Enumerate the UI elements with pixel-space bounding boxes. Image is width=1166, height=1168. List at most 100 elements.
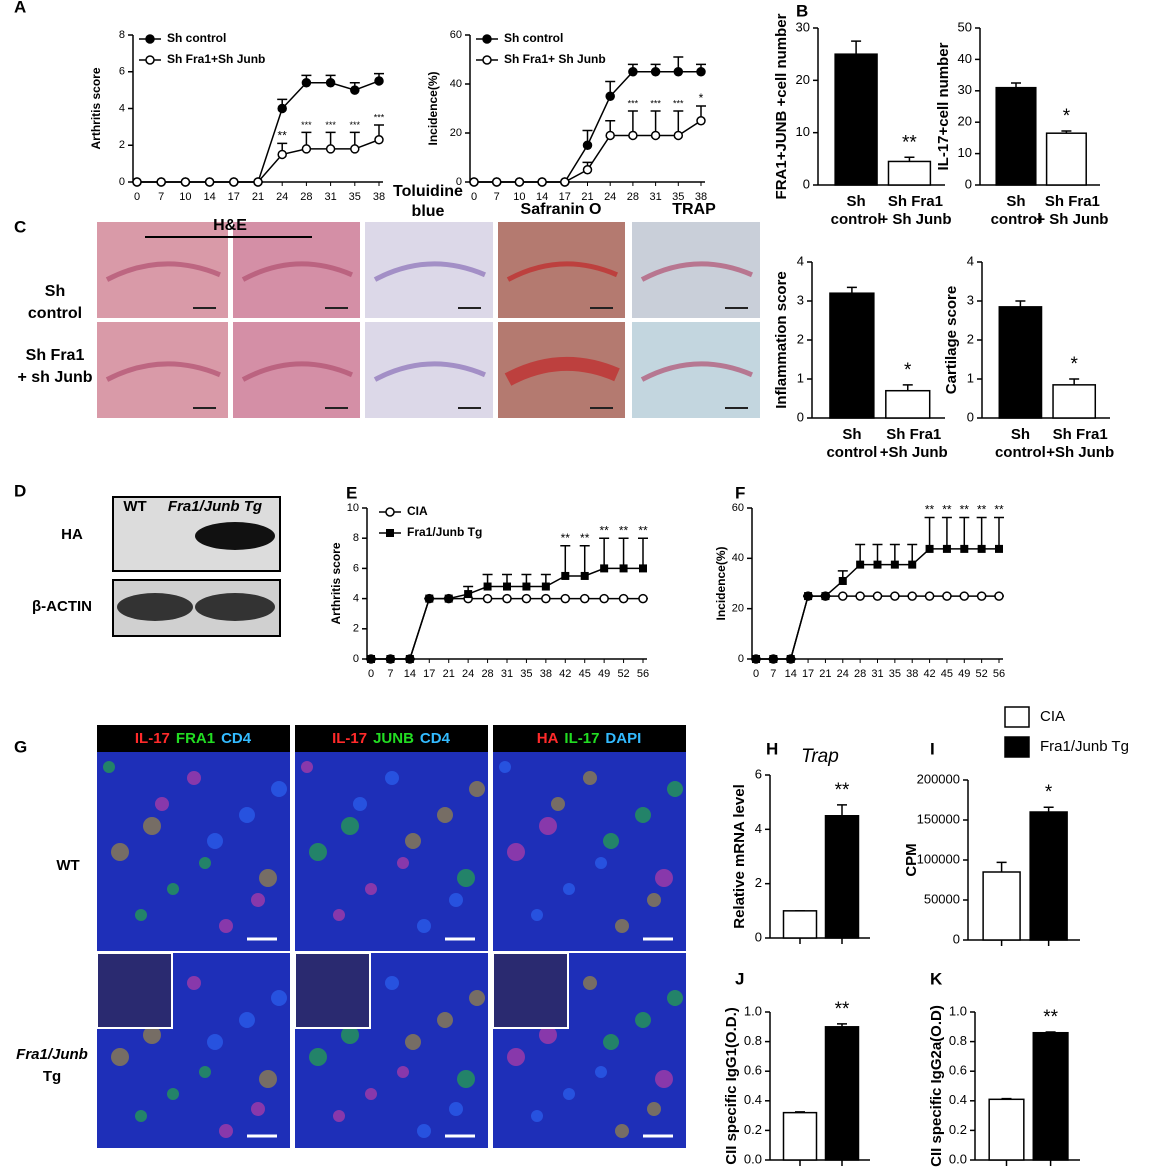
data-point xyxy=(752,655,760,663)
cell xyxy=(417,919,431,933)
data-point xyxy=(444,594,453,603)
x-tick-label: + Sh Junb xyxy=(1036,211,1108,228)
legend-label: Sh control xyxy=(504,31,563,45)
cell xyxy=(595,857,607,869)
if-header xyxy=(493,725,686,752)
tissue-texture xyxy=(373,261,486,282)
cell xyxy=(103,761,115,773)
data-point xyxy=(960,544,969,553)
data-point xyxy=(350,144,360,154)
cell xyxy=(469,990,485,1006)
y-axis-label: Arthritis score xyxy=(89,67,103,149)
data-point xyxy=(229,177,239,187)
significance: *** xyxy=(301,120,312,130)
x-tick-label: 10 xyxy=(513,191,525,203)
cell xyxy=(603,833,619,849)
stain-label: H&E xyxy=(213,217,247,234)
x-tick-label: 21 xyxy=(443,668,455,680)
x-tick-label: 38 xyxy=(373,191,385,203)
x-tick-label: 28 xyxy=(854,668,866,680)
cell xyxy=(563,883,575,895)
y-tick-label: 2 xyxy=(119,139,125,151)
y-axis-label: CII specific IgG2a(O.D) xyxy=(928,1005,945,1167)
x-tick-label: 35 xyxy=(349,191,361,203)
panel-label: B xyxy=(796,1,808,20)
x-tick-label: 38 xyxy=(695,191,707,203)
y-tick-label: 0.2 xyxy=(744,1122,762,1137)
cell xyxy=(405,1034,421,1050)
significance: ** xyxy=(994,503,1004,517)
significance: ** xyxy=(580,531,590,545)
data-point xyxy=(156,177,166,187)
x-tick-label: 7 xyxy=(158,191,164,203)
tissue-texture xyxy=(640,261,753,282)
y-tick-label: 0 xyxy=(119,176,125,188)
x-tick-label: Sh Fra1 xyxy=(888,193,943,210)
cell xyxy=(595,1066,607,1078)
x-tick-label: 31 xyxy=(501,668,513,680)
cell xyxy=(563,1088,575,1100)
lane-label: Fra1/Junb Tg xyxy=(168,498,262,515)
data-point xyxy=(650,130,661,141)
x-tick-label: control xyxy=(995,444,1046,461)
y-tick-label: 2 xyxy=(755,875,762,890)
cell xyxy=(251,893,265,907)
significance: * xyxy=(699,91,704,105)
y-tick-label: 4 xyxy=(755,821,762,836)
y-tick-label: 0 xyxy=(803,176,810,191)
cell xyxy=(155,797,169,811)
row-label: Sh Fra1 xyxy=(26,347,85,364)
y-axis-label: Incidence(%) xyxy=(426,71,440,145)
y-tick-label: 0 xyxy=(953,931,960,946)
cell xyxy=(667,990,683,1006)
error-bar xyxy=(1011,82,1021,88)
cell xyxy=(187,771,201,785)
cell xyxy=(397,857,409,869)
x-tick-label: 31 xyxy=(871,668,883,680)
data-point xyxy=(514,177,525,187)
error-bar xyxy=(976,516,987,549)
y-axis-label: Inflammation score xyxy=(773,271,790,409)
y-tick-label: 0 xyxy=(738,653,744,665)
row-label: control xyxy=(28,305,82,322)
row-label: + sh Junb xyxy=(17,369,92,386)
y-tick-label: 3 xyxy=(797,292,804,307)
data-point xyxy=(367,655,375,663)
x-tick-label: 42 xyxy=(559,668,571,680)
cell xyxy=(583,976,597,990)
cell xyxy=(207,1034,223,1050)
y-tick-label: 0 xyxy=(965,176,972,191)
x-tick-label: 24 xyxy=(604,191,616,203)
blot-band xyxy=(195,593,275,621)
error-bar xyxy=(579,545,590,576)
x-tick-label: 21 xyxy=(819,668,831,680)
if-header-label: IL-17 FRA1 CD4 xyxy=(135,730,252,747)
legend-label: Sh Fra1+Sh Junb xyxy=(167,52,265,66)
x-tick-label: control xyxy=(831,211,882,228)
y-tick-label: 10 xyxy=(347,502,359,514)
y-tick-label: 0.8 xyxy=(744,1033,762,1048)
error-bar xyxy=(1069,378,1080,385)
y-tick-label: 40 xyxy=(450,78,462,90)
x-tick-label: 56 xyxy=(993,668,1005,680)
cell xyxy=(259,869,277,887)
y-tick-label: 1.0 xyxy=(949,1003,967,1018)
x-tick-label: 28 xyxy=(481,668,493,680)
data-point xyxy=(301,144,312,154)
bar xyxy=(998,306,1043,419)
cell xyxy=(135,1110,147,1122)
cell xyxy=(469,781,485,797)
blot-band xyxy=(195,522,275,550)
cell xyxy=(199,1066,211,1078)
data-point xyxy=(673,67,684,77)
y-tick-label: 4 xyxy=(797,253,804,268)
legend-marker xyxy=(145,55,155,65)
y-tick-label: 0.6 xyxy=(949,1063,967,1078)
x-tick-label: 7 xyxy=(494,191,500,203)
bar xyxy=(988,1098,1025,1161)
cell xyxy=(615,919,629,933)
cell xyxy=(437,1012,453,1028)
if-inset xyxy=(492,952,569,1029)
x-tick-label: Sh xyxy=(1006,193,1025,210)
x-tick-label: control xyxy=(826,444,877,461)
